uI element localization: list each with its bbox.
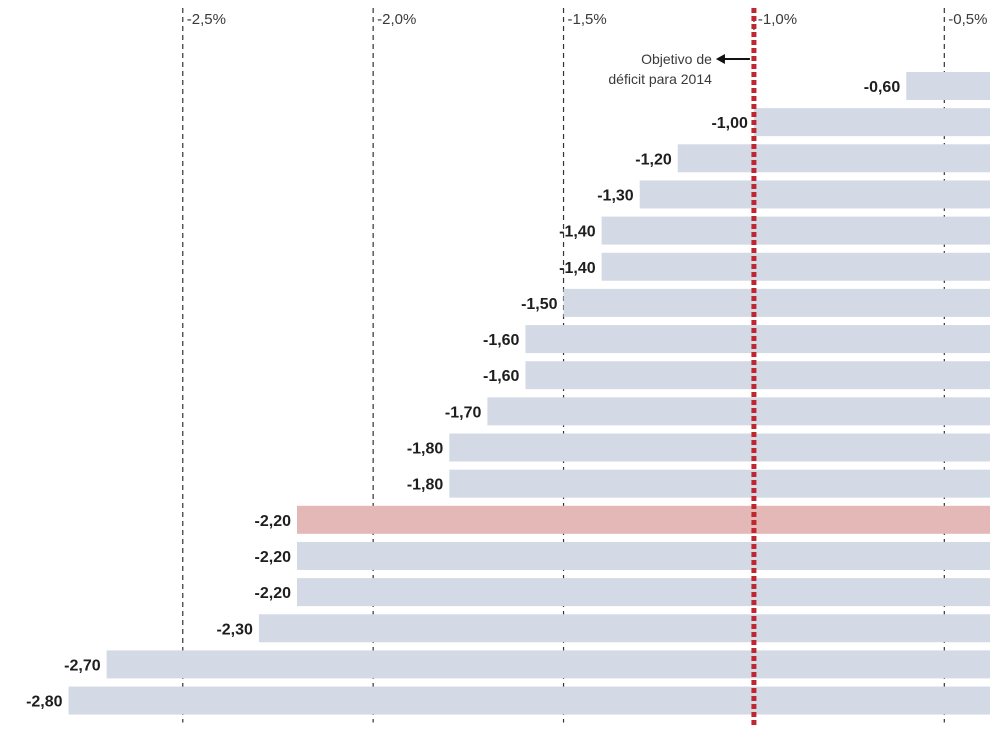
bar-value-label: -2,80 xyxy=(26,694,63,711)
value-labels: -0,60 -1,00 -1,20 -1,30 -1,40 -1,40 -1,50 -1,60… xyxy=(26,79,900,711)
annotation-line-2: déficit para 2014 xyxy=(608,71,712,87)
bar-value-label: -1,60 xyxy=(483,368,520,385)
bar xyxy=(601,252,990,281)
bar-value-label: -1,40 xyxy=(559,260,596,277)
annotation-arrow-head xyxy=(715,54,725,64)
bar xyxy=(753,108,990,137)
bar-value-label: -1,70 xyxy=(445,404,482,421)
bar-value-label: -1,40 xyxy=(559,224,596,241)
bar-value-label: -1,80 xyxy=(407,441,444,458)
bar-value-label: -1,30 xyxy=(597,187,634,204)
bar-value-label: -1,80 xyxy=(407,477,444,494)
bar-value-label: -2,30 xyxy=(216,621,253,638)
bar xyxy=(677,144,990,173)
x-tick-label: -0,5% xyxy=(948,11,987,28)
bar-value-label: -1,20 xyxy=(635,151,672,168)
bar-value-label: -2,20 xyxy=(255,513,292,530)
bar-value-label: -2,20 xyxy=(255,549,292,566)
bar xyxy=(639,180,990,209)
bar xyxy=(525,325,990,354)
bar xyxy=(68,686,990,715)
bar xyxy=(449,469,990,498)
bar-value-label: -1,00 xyxy=(711,115,748,132)
bars xyxy=(68,72,990,715)
bar xyxy=(601,216,990,245)
bar xyxy=(258,614,990,643)
bar xyxy=(106,650,990,679)
bar-value-label: -1,60 xyxy=(483,332,520,349)
bar xyxy=(449,433,990,462)
x-axis-ticks: -2,5% -2,0% -1,5% -1,0% -0,5% xyxy=(187,11,988,28)
bar-value-label: -1,50 xyxy=(521,296,558,313)
bar-value-label: -2,20 xyxy=(255,585,292,602)
highlighted-bar xyxy=(297,505,990,534)
x-tick-label: -2,0% xyxy=(377,11,416,28)
x-tick-label: -2,5% xyxy=(187,11,226,28)
x-tick-label: -1,5% xyxy=(568,11,607,28)
bar-value-label: -2,70 xyxy=(64,657,101,674)
bar-value-label: -0,60 xyxy=(864,79,901,96)
annotation-line-1: Objetivo de xyxy=(641,51,712,67)
x-tick-label: -1,0% xyxy=(758,11,797,28)
bar xyxy=(297,541,990,570)
bar xyxy=(525,361,990,390)
bar xyxy=(297,578,990,607)
target-annotation: Objetivo de déficit para 2014 xyxy=(608,51,750,87)
bar xyxy=(563,288,990,317)
bar xyxy=(487,397,990,426)
bar xyxy=(906,72,990,100)
